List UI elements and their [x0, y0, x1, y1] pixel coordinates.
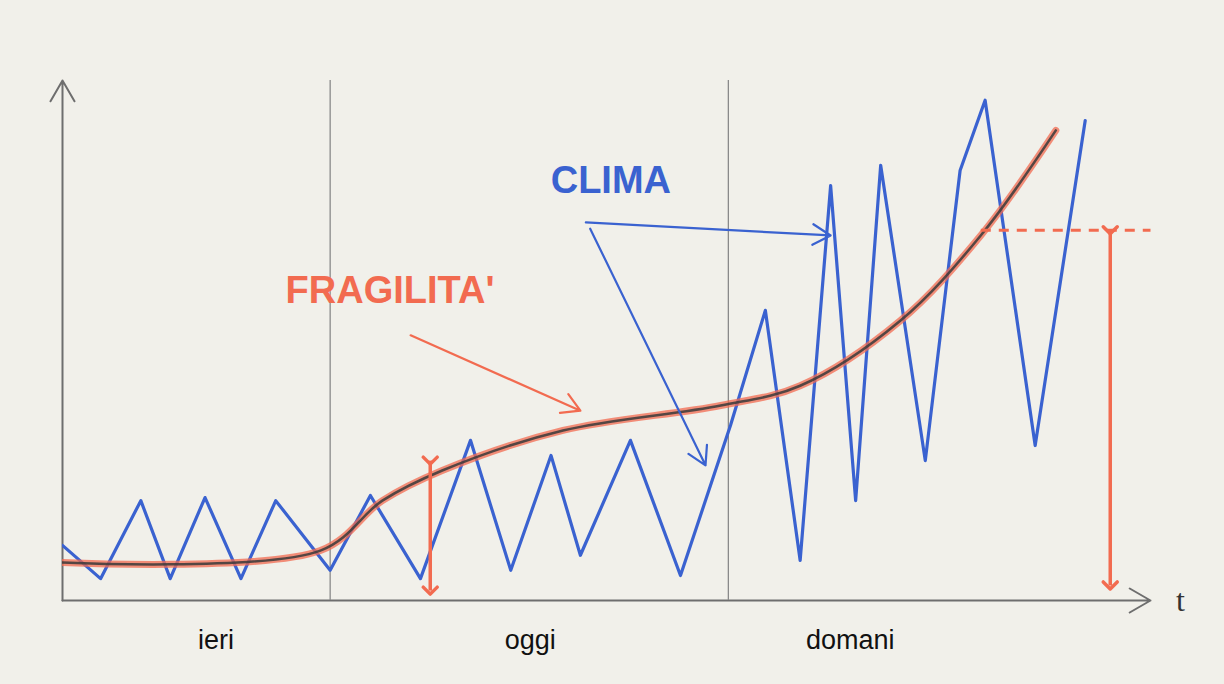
svg-text:t: t — [1176, 582, 1185, 618]
svg-text:ieri: ieri — [198, 625, 234, 655]
svg-text:FRAGILITA': FRAGILITA' — [286, 269, 495, 311]
svg-text:oggi: oggi — [505, 625, 556, 655]
svg-text:CLIMA: CLIMA — [551, 159, 671, 201]
svg-text:domani: domani — [806, 625, 895, 655]
